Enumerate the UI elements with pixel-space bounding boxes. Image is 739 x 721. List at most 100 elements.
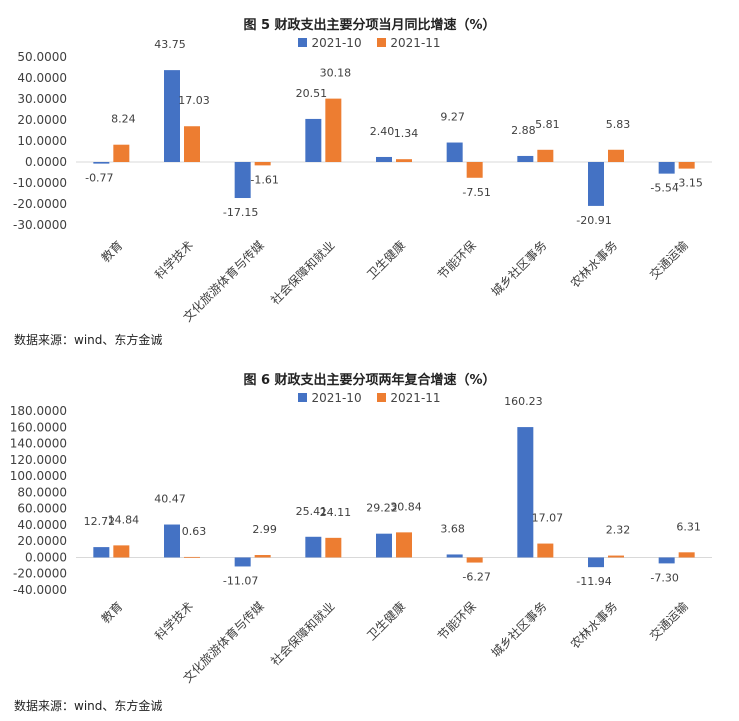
bar-series-1 <box>658 557 675 564</box>
bar-series-1 <box>305 536 322 558</box>
chart-title: 图 5 财政支出主要分项当月同比增速（%） <box>243 18 496 33</box>
y-tick-label: 30.0000 <box>17 92 67 106</box>
bar-chart-plot: 180.0000 160.0000 140.0000 120.0000 100.0000… <box>10 395 712 685</box>
y-tick-label: 100.0000 <box>10 469 67 483</box>
bar-series-1 <box>376 156 392 162</box>
y-tick-label: 50.0000 <box>17 50 67 64</box>
x-tick-label: 农林水事务 <box>567 599 620 652</box>
data-label: -11.07 <box>223 574 258 587</box>
bar-series-2 <box>608 555 624 558</box>
x-tick-label: 城乡社区事务 <box>488 238 550 300</box>
data-label: -7.51 <box>462 186 490 199</box>
x-tick-label: 城乡社区事务 <box>488 599 550 661</box>
data-label: 20.51 <box>296 87 328 100</box>
legend-swatch <box>298 393 308 402</box>
data-label: 2.40 <box>370 125 395 138</box>
y-tick-label: 120.0000 <box>10 453 67 467</box>
data-label: -11.94 <box>576 575 611 588</box>
x-tick-label: 社会保障和就业 <box>267 238 337 308</box>
bar-series-1 <box>305 118 322 162</box>
bar-series-2 <box>396 532 412 558</box>
bar-chart-plot: 50.0000 40.0000 30.0000 20.0000 10.0000 0.000… <box>13 38 712 324</box>
y-tick-label: 60.0000 <box>17 502 67 516</box>
data-label: 6.31 <box>676 520 701 533</box>
y-tick-label: 20.0000 <box>17 113 67 127</box>
y-tick-label: 140.0000 <box>10 437 67 451</box>
data-label: -3.15 <box>674 177 702 190</box>
data-label: 24.11 <box>320 506 352 519</box>
x-tick-label: 节能环保 <box>435 238 479 282</box>
bar-series-2 <box>254 555 271 558</box>
bar-series-2 <box>608 149 624 162</box>
y-tick-label: 40.0000 <box>17 71 67 85</box>
legend-swatch <box>298 38 308 47</box>
bar-series-1 <box>446 142 463 162</box>
x-tick-label: 卫生健康 <box>364 599 409 644</box>
bar-series-2 <box>254 162 271 166</box>
y-tick-label: 0.0000 <box>25 550 67 564</box>
data-label: -5.54 <box>650 182 678 195</box>
bar-series-2 <box>113 144 130 162</box>
data-label: 2.32 <box>606 524 631 537</box>
data-label: -0.77 <box>85 172 113 185</box>
data-label: 25.41 <box>296 505 328 518</box>
data-label: 43.75 <box>154 38 186 51</box>
chart-legend: 2021-10 2021-11 <box>0 36 739 50</box>
data-label: 9.27 <box>440 111 465 124</box>
data-label: 17.03 <box>178 94 210 107</box>
bar-series-1 <box>164 524 180 558</box>
data-label: 1.34 <box>394 127 419 140</box>
data-label: -7.30 <box>650 571 678 584</box>
legend-label: 2021-10 <box>311 36 362 50</box>
x-tick-label: 科学技术 <box>152 599 197 644</box>
bar-series-1 <box>234 162 251 199</box>
data-label: 30.84 <box>390 500 422 513</box>
chart-title: 图 6 财政支出主要分项两年复合增速（%） <box>243 373 496 388</box>
x-tick-label: 科学技术 <box>152 238 197 283</box>
legend-item-series-1: 2021-10 <box>298 36 362 50</box>
x-tick-label: 农林水事务 <box>567 238 620 291</box>
bar-series-2 <box>537 543 554 558</box>
bar-series-1 <box>164 70 180 162</box>
data-label: 12.72 <box>84 515 116 528</box>
data-label: -20.91 <box>576 214 611 227</box>
y-tick-label: -20.0000 <box>13 567 67 581</box>
x-tick-label: 卫生健康 <box>364 238 409 283</box>
legend-swatch <box>377 38 387 47</box>
legend-item-series-2: 2021-11 <box>377 36 441 50</box>
x-tick-label: 教育 <box>98 238 126 266</box>
bar-series-1 <box>517 427 534 558</box>
y-tick-label: 40.0000 <box>17 518 67 532</box>
x-tick-label: 节能环保 <box>435 599 479 643</box>
bar-series-1 <box>446 554 463 558</box>
data-label: 14.84 <box>108 513 140 526</box>
data-label: 8.24 <box>111 113 136 126</box>
y-tick-label: -40.0000 <box>13 583 67 597</box>
bar-series-1 <box>588 162 604 206</box>
bar-series-1 <box>517 155 534 162</box>
data-label: -1.61 <box>250 173 278 186</box>
legend-item-series-2: 2021-11 <box>377 391 441 405</box>
x-tick-label: 交通运输 <box>646 238 691 283</box>
chart-legend: 2021-10 2021-11 <box>0 391 739 405</box>
data-label: 160.23 <box>504 395 543 408</box>
data-label: 30.18 <box>320 67 352 80</box>
data-label: 17.07 <box>532 512 564 525</box>
bar-series-2 <box>537 149 554 162</box>
bar-series-2 <box>325 98 342 162</box>
legend-item-series-1: 2021-10 <box>298 391 362 405</box>
x-tick-label: 社会保障和就业 <box>267 599 337 669</box>
data-label: 29.22 <box>366 502 398 515</box>
bar-series-1 <box>376 533 392 558</box>
data-label: -17.15 <box>223 206 258 219</box>
data-label: 5.83 <box>606 118 631 131</box>
source-note: 数据来源：wind、东方金诚 <box>14 699 163 713</box>
legend-label: 2021-11 <box>390 36 441 50</box>
x-tick-label: 交通运输 <box>646 599 691 644</box>
bar-series-2 <box>678 162 695 169</box>
y-tick-label: 0.0000 <box>25 155 67 169</box>
bar-series-1 <box>658 162 675 174</box>
y-tick-label: 180.0000 <box>10 404 67 418</box>
y-tick-label: 80.0000 <box>17 485 67 499</box>
data-label: 3.68 <box>440 522 465 535</box>
